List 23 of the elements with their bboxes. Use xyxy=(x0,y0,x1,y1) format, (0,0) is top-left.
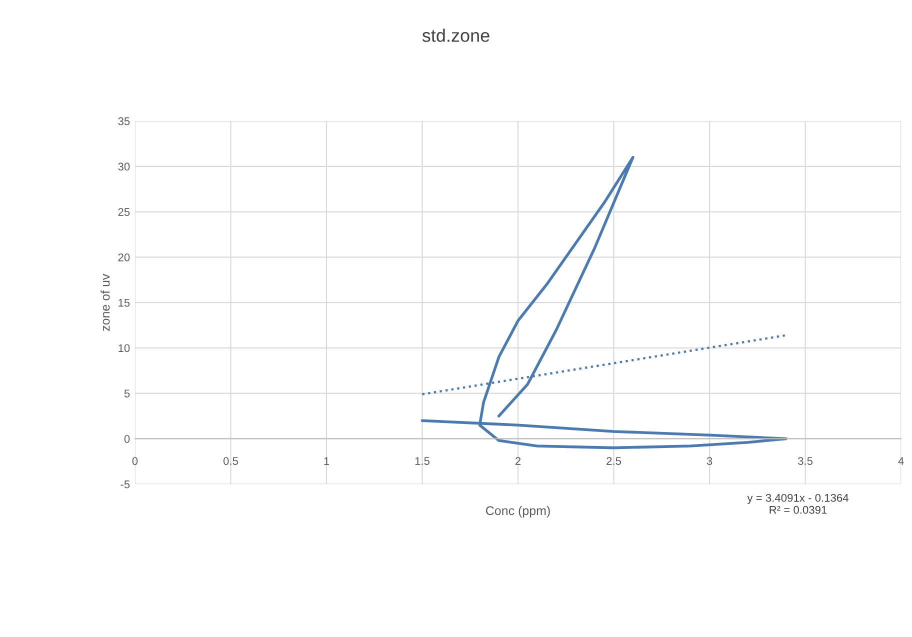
y-tick-label: 20 xyxy=(118,253,130,262)
x-axis-title: Conc (ppm) xyxy=(486,506,550,518)
y-tick-label: 30 xyxy=(118,162,130,171)
y-tick-label: 5 xyxy=(124,390,130,398)
line-series xyxy=(420,156,788,450)
y-tick-label: -5 xyxy=(120,480,130,488)
y-tick-label: 35 xyxy=(118,117,130,126)
x-tick-label: 3.5 xyxy=(798,457,813,465)
x-tick-label: 1.5 xyxy=(415,457,430,465)
x-tick-label: 1 xyxy=(324,457,330,465)
x-tick-label: 2 xyxy=(515,457,521,465)
x-tick-label: 0 xyxy=(132,457,138,465)
y-tick-label: 10 xyxy=(118,344,130,352)
x-tick-label: 0.5 xyxy=(223,457,238,465)
y-tick-label: 0 xyxy=(124,435,130,443)
x-tick-label: 3 xyxy=(706,457,712,465)
text: y = 3.4091x - 0.1364 R² = 0.0391 xyxy=(747,494,848,514)
y-tick-label: 15 xyxy=(118,298,130,307)
x-tick-label: 4 xyxy=(898,457,904,465)
x-tick-label: 2.5 xyxy=(606,457,622,465)
y-tick-label: 25 xyxy=(118,208,130,216)
chart-title: std.zone xyxy=(422,28,490,42)
y-axis-title: zone of uv xyxy=(100,274,110,331)
